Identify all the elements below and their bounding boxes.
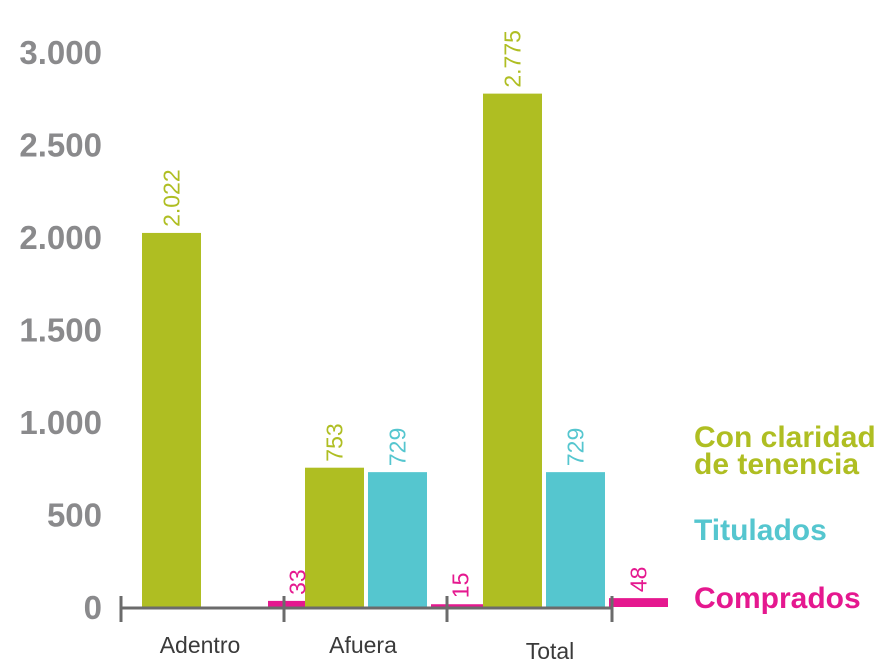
data-label: 2.022 [159,169,185,227]
data-label: 2.775 [500,30,526,88]
y-tick-label: 2.000 [19,219,102,256]
data-label: 15 [448,573,474,599]
bar-afuera-titulados [368,472,427,607]
bars [142,93,668,607]
data-label: 753 [322,423,348,461]
y-tick-label: 0 [84,589,102,626]
y-axis-tick-labels: 0 500 1.000 1.500 2.000 2.500 3.000 [19,34,102,626]
y-tick-label: 3.000 [19,34,102,71]
bar-total-comprados [609,598,668,607]
legend-label-comprados: Comprados [694,582,861,615]
legend-label-titulados: Titulados [694,514,827,547]
legend-label-con-claridad-line1: Con claridad [694,421,876,454]
x-tick-label-total: Total [526,638,575,662]
bar-adentro-comprados [268,600,327,607]
data-labels: 2.022 33 753 729 15 2.775 729 48 [159,30,652,598]
y-tick-label: 500 [47,497,102,534]
data-label: 729 [385,428,411,466]
data-label: 729 [563,428,589,466]
legend-label-con-claridad-line2: de tenencia [694,448,860,481]
bar-total-con-claridad-de-tenencia [483,93,542,607]
x-tick-label-afuera: Afuera [329,632,397,658]
data-label: 33 [285,569,311,595]
bar-total-titulados [546,472,605,607]
bar-afuera-comprados [431,604,490,607]
legend-item-titulados: Titulados [694,514,882,547]
legend-item-con-claridad: Con claridad de tenencia [694,421,882,481]
y-tick-label: 1.500 [19,312,102,349]
bar-adentro-con-claridad-de-tenencia [142,232,201,607]
y-tick-label: 1.000 [19,404,102,441]
bar-afuera-con-claridad-de-tenencia [305,467,364,607]
y-tick-label: 2.500 [19,127,102,164]
legend-item-comprados: Comprados [694,582,882,615]
data-label: 48 [626,567,652,593]
x-tick-label-adentro: Adentro [160,632,241,658]
x-axis: Adentro Afuera Total [119,596,614,662]
